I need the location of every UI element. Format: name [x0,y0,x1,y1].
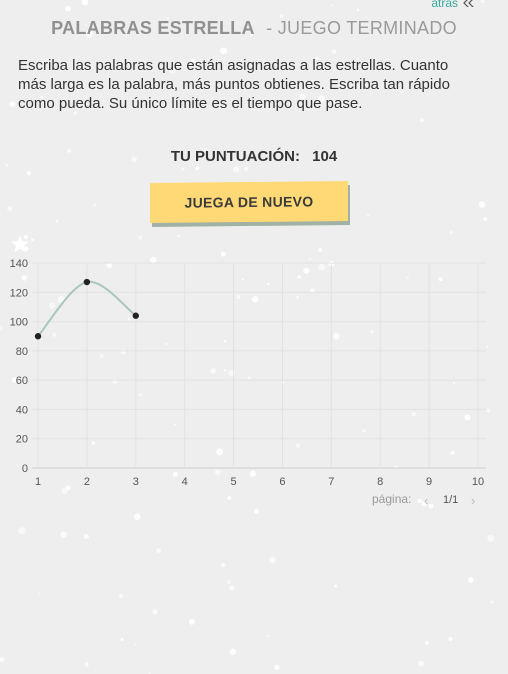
y-tick-label: 140 [10,258,28,270]
page-title: PALABRAS ESTRELLA - JUEGO TERMINADO [0,18,508,39]
x-tick-label: 4 [182,476,188,488]
play-again-button[interactable]: JUEGA DE NUEVO [150,180,348,224]
score-value: 104 [312,148,338,165]
game-title: PALABRAS ESTRELLA [51,18,255,38]
x-tick-label: 6 [279,476,285,488]
chevron-left-icon[interactable]: ‹ [424,493,429,508]
data-point [34,333,42,340]
game-status: - JUEGO TERMINADO [266,18,457,38]
data-point [83,278,91,286]
data-point [132,312,139,319]
y-tick-label: 40 [16,404,28,416]
x-tick-label: 10 [472,476,484,488]
score-chart: 0 20 40 60 80 100 120 140 1 2 3 4 5 6 7 8 9 10 [10,258,486,488]
y-tick-label: 60 [16,375,28,387]
x-tick-label: 7 [328,476,334,488]
game-description: Escriba las palabras que están asignadas… [18,57,450,112]
y-tick-label: 0 [22,463,28,475]
score-display: TU PUNTUACIÓN: 104 [0,148,508,165]
y-tick-label: 120 [10,287,28,299]
x-tick-label: 8 [377,476,383,488]
pagination-page: 1/1 [443,494,459,506]
x-tick-label: 9 [426,476,432,488]
star-icon [11,235,29,253]
score-label: TU PUNTUACIÓN: [170,148,300,165]
chevron-right-icon[interactable]: › [471,493,476,508]
double-chevron-left-icon[interactable] [462,0,476,7]
y-tick-label: 80 [16,346,28,358]
x-tick-label: 2 [84,476,90,488]
y-tick-label: 100 [10,317,28,329]
x-tick-label: 3 [133,476,139,488]
y-tick-label: 20 [16,434,28,446]
back-link[interactable]: atrás [431,0,458,10]
x-tick-label: 5 [230,476,236,488]
x-tick-label: 1 [35,476,41,488]
pagination-label: página: [372,492,412,506]
